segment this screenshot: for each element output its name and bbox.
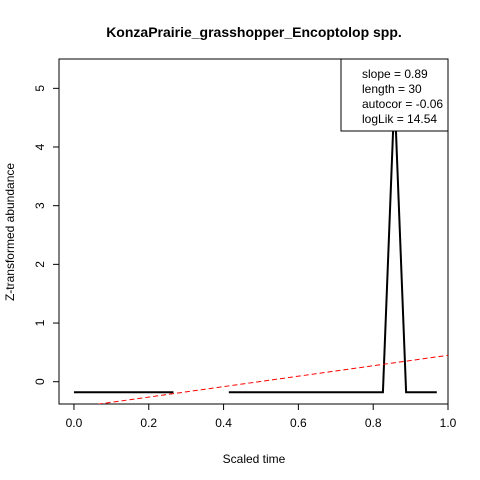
- y-tick-label: 0: [33, 378, 47, 385]
- legend-entry: slope = 0.89: [362, 67, 428, 81]
- legend-entry: length = 30: [362, 82, 422, 96]
- x-tick-label: 0.8: [365, 416, 382, 430]
- trend-line: [74, 355, 448, 407]
- x-tick-label: 1.0: [440, 416, 457, 430]
- x-tick-label: 0.4: [215, 416, 232, 430]
- y-tick-label: 2: [33, 261, 47, 268]
- x-axis: 0.0 0.2 0.4 0.6 0.8 1.0: [66, 404, 457, 430]
- y-tick-label: 5: [33, 85, 47, 92]
- chart-title: KonzaPrairie_grasshopper_Encoptolop spp.: [106, 24, 402, 40]
- y-tick-label: 3: [33, 202, 47, 209]
- y-axis-label: Z-transformed abundance: [3, 163, 17, 301]
- abundance-line: [229, 94, 437, 392]
- x-tick-label: 0.2: [140, 416, 157, 430]
- x-tick-label: 0.6: [290, 416, 307, 430]
- legend-entry: autocor = -0.06: [362, 97, 443, 111]
- x-axis-label: Scaled time: [223, 452, 286, 466]
- series-layer: [74, 94, 448, 407]
- x-tick-label: 0.0: [66, 416, 83, 430]
- legend-entry: logLik = 14.54: [362, 112, 437, 126]
- y-tick-label: 4: [33, 143, 47, 150]
- y-tick-label: 1: [33, 319, 47, 326]
- y-axis: 0 1 2 3 4 5: [33, 85, 59, 385]
